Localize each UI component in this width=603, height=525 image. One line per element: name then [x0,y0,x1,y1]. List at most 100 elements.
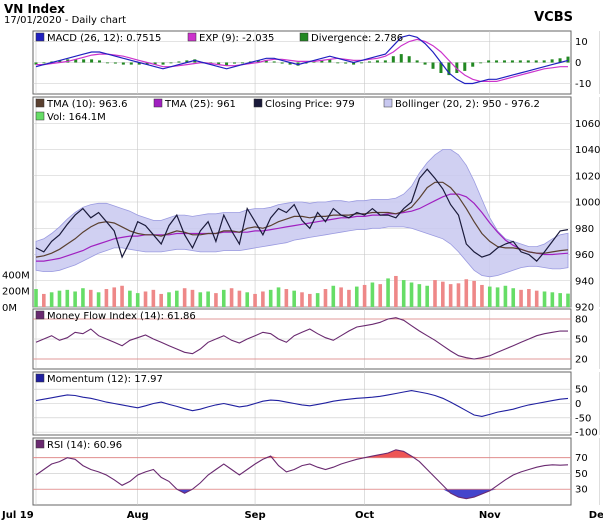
volume-bar [386,278,390,307]
volume-bar [237,290,242,307]
x-axis-label: Oct [355,510,374,521]
divergence-bar [256,60,260,63]
legend-entry: Divergence: 2.786 [311,33,403,44]
divergence-bar [288,62,292,65]
price-y-tick: 960 [575,250,594,261]
divergence-bar [34,62,38,65]
chart-title: VN Index [4,2,65,16]
volume-bar [370,282,375,307]
momentum-y-tick: -50 [575,413,591,424]
volume-bar [566,293,570,307]
divergence-bar [391,56,395,63]
volume-bar [190,289,195,307]
macd-y-tick: -10 [575,79,591,90]
divergence-bar [399,54,403,63]
volume-bar [425,285,429,307]
divergence-bar [367,61,371,63]
volume-bar [292,290,296,307]
divergence-bar [336,62,340,64]
divergence-bar [328,59,332,63]
divergence-bar [463,62,467,71]
volume-bar [315,293,320,307]
legend-swatch [35,98,45,108]
macd-y-tick: 10 [575,37,588,48]
legend-swatch [299,32,309,42]
volume-bar [354,286,359,307]
volume-bar [214,293,218,307]
legend-entry: TMA (10): 963.6 [46,99,127,110]
volume-tick: 400M [2,270,30,281]
x-axis-label: Sep [244,510,265,521]
volume-bar [542,291,547,307]
legend-swatch [153,98,163,108]
volume-bar [339,287,343,307]
volume-bar [221,289,226,307]
divergence-bar [272,61,276,63]
volume-bar [417,284,422,307]
volume-bar [394,275,398,307]
volume-bar [96,292,101,307]
divergence-bar [534,60,538,63]
divergence-bar [455,62,459,73]
volume-bar [229,288,234,307]
volume-bar [480,284,484,307]
rsi-y-tick: 70 [575,453,588,464]
price-y-tick: 1040 [575,145,600,156]
volume-bar [104,289,109,307]
volume-bar [175,290,179,307]
volume-bar [143,291,148,307]
volume-bar [308,293,312,307]
price-y-tick: 1020 [575,171,600,182]
divergence-bar [471,62,475,67]
divergence-bar [352,62,356,65]
volume-bar [323,289,328,307]
volume-bar [245,292,250,307]
divergence-bar [137,62,141,65]
volume-bar [268,289,273,307]
divergence-bar [518,60,522,63]
volume-bar [401,280,406,307]
rsi-y-tick: 50 [575,469,588,480]
divergence-bar [161,62,165,65]
volume-bar [253,293,257,307]
divergence-bar [177,61,181,63]
divergence-bar [479,62,483,64]
volume-bar [503,285,508,307]
rsi-line [35,449,569,500]
price-y-tick: 980 [575,224,594,235]
volume-bar [378,284,383,307]
volume-bar [511,288,516,307]
tma25-line [36,193,569,262]
divergence-bar [415,60,419,63]
legend-entry: TMA (25): 961 [164,99,236,110]
x-axis-label: Dec [589,510,603,521]
macd-y-tick: 0 [575,58,581,69]
volume-bar [88,289,93,307]
divergence-bar [74,59,78,63]
divergence-bar [98,60,102,63]
divergence-bar [185,60,189,63]
divergence-bar [225,62,229,66]
divergence-bar [129,62,133,65]
x-axis-label: Aug [127,510,149,521]
divergence-bar [105,62,109,64]
legend-entry: Closing Price: 979 [265,99,355,110]
divergence-bar [58,60,62,63]
divergence-bar [383,60,387,63]
brand-label: VCBS [534,10,573,25]
volume-bar [487,286,492,307]
volume-bar [519,289,523,307]
volume-bar [159,293,163,307]
volume-bar [42,293,46,307]
volume-bar [261,291,265,307]
divergence-bar [121,62,125,65]
volume-bar [472,280,476,307]
volume-bar [300,292,304,307]
divergence-bar [344,62,348,64]
volume-bar [49,292,54,307]
divergence-bar [264,60,268,63]
volume-bar [34,289,38,307]
divergence-bar [169,62,173,64]
legend-swatch [35,32,45,42]
legend-swatch [383,98,393,108]
